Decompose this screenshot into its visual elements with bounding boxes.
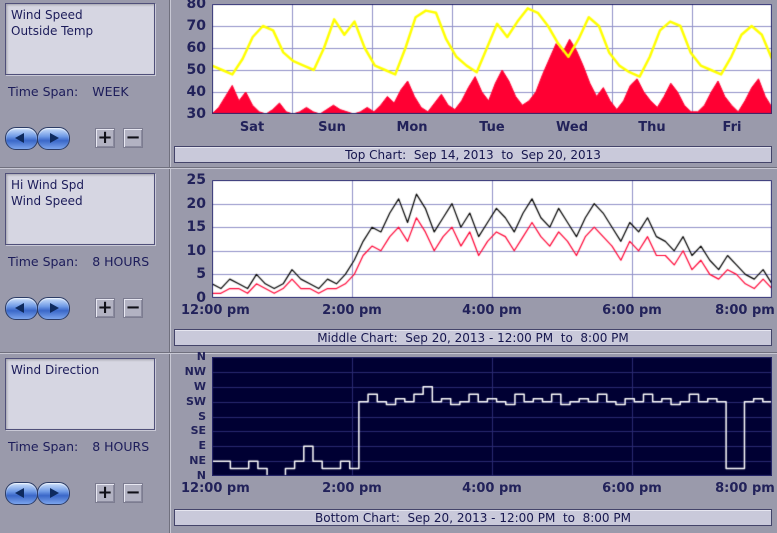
y-tick-label: 25 bbox=[186, 172, 206, 188]
time-span-label: Time Span: bbox=[8, 84, 79, 99]
x-tick-label: Thu bbox=[638, 120, 666, 135]
right-arrow-icon bbox=[50, 133, 59, 143]
time-span-label: Time Span: bbox=[8, 254, 79, 269]
middle-series-listbox[interactable]: Hi Wind Spd Wind Speed bbox=[5, 173, 155, 245]
list-item[interactable]: Wind Direction bbox=[11, 363, 100, 377]
y-tick-label: 10 bbox=[186, 243, 206, 259]
x-tick-label: 4:00 pm bbox=[462, 481, 522, 496]
middle-chart-caption: Middle Chart: Sep 20, 2013 - 12:00 PM to… bbox=[174, 329, 772, 346]
zoom-out-button[interactable]: − bbox=[123, 128, 143, 148]
x-tick-label: 2:00 pm bbox=[322, 303, 382, 318]
section-divider bbox=[0, 167, 777, 169]
x-tick-label: 2:00 pm bbox=[322, 481, 382, 496]
y-tick-label: NE bbox=[189, 454, 206, 467]
left-arrow-icon bbox=[15, 303, 24, 313]
bottom-chart-caption: Bottom Chart: Sep 20, 2013 - 12:00 PM to… bbox=[174, 509, 772, 526]
top-chart-controls: Wind Speed Outside Temp Time Span: WEEK +… bbox=[0, 0, 170, 166]
y-tick-label: N bbox=[196, 469, 206, 482]
x-tick-label: Sun bbox=[318, 120, 346, 135]
top-chart-caption: Top Chart: Sep 14, 2013 to Sep 20, 2013 bbox=[174, 146, 772, 163]
scroll-forward-button[interactable] bbox=[37, 482, 70, 505]
x-tick-label: 4:00 pm bbox=[462, 303, 522, 318]
y-tick-label: NW bbox=[184, 365, 206, 378]
y-tick-label: N bbox=[196, 350, 206, 363]
y-tick-label: W bbox=[193, 380, 206, 393]
y-tick-label: E bbox=[198, 439, 206, 452]
scroll-back-button[interactable] bbox=[5, 127, 38, 150]
y-tick-label: 15 bbox=[186, 219, 206, 235]
section-divider bbox=[0, 352, 777, 354]
sidebar-divider bbox=[169, 0, 171, 533]
bottom-chart[interactable] bbox=[212, 357, 772, 476]
y-tick-label: 80 bbox=[186, 0, 206, 12]
x-tick-label: Fri bbox=[722, 120, 742, 135]
zoom-in-button[interactable]: + bbox=[95, 298, 115, 318]
bottom-chart-controls: Wind Direction Time Span: 8 HOURS + − bbox=[0, 355, 170, 533]
top-chart[interactable] bbox=[212, 4, 772, 114]
time-span-row: Time Span: WEEK bbox=[8, 84, 129, 99]
x-tick-label: Wed bbox=[556, 120, 588, 135]
scroll-back-button[interactable] bbox=[5, 482, 38, 505]
y-tick-label: 60 bbox=[186, 40, 206, 56]
scroll-forward-button[interactable] bbox=[37, 297, 70, 320]
y-tick-label: 70 bbox=[186, 18, 206, 34]
y-tick-label: SE bbox=[190, 424, 206, 437]
x-tick-label: Sat bbox=[239, 120, 265, 135]
x-tick-label: 12:00 pm bbox=[181, 481, 250, 496]
y-tick-label: 0 bbox=[196, 290, 206, 306]
bottom-series-listbox[interactable]: Wind Direction bbox=[5, 358, 155, 430]
time-span-value: WEEK bbox=[92, 84, 129, 99]
time-span-label: Time Span: bbox=[8, 439, 79, 454]
y-tick-label: 40 bbox=[186, 84, 206, 100]
y-tick-label: SW bbox=[185, 395, 206, 408]
x-tick-label: Tue bbox=[479, 120, 505, 135]
scroll-back-button[interactable] bbox=[5, 297, 38, 320]
zoom-in-button[interactable]: + bbox=[95, 483, 115, 503]
bottom-nav-buttons: + − bbox=[0, 482, 170, 506]
list-item[interactable]: Wind Speed bbox=[11, 194, 83, 208]
y-tick-label: 20 bbox=[186, 196, 206, 212]
y-tick-label: S bbox=[198, 410, 206, 423]
y-tick-label: 5 bbox=[196, 266, 206, 282]
x-tick-label: 12:00 pm bbox=[181, 303, 250, 318]
right-arrow-icon bbox=[50, 303, 59, 313]
zoom-out-button[interactable]: − bbox=[123, 483, 143, 503]
time-span-row: Time Span: 8 HOURS bbox=[8, 439, 149, 454]
x-tick-label: 6:00 pm bbox=[602, 481, 662, 496]
list-item[interactable]: Outside Temp bbox=[11, 24, 94, 38]
middle-nav-buttons: + − bbox=[0, 297, 170, 321]
time-span-value: 8 HOURS bbox=[92, 254, 150, 269]
y-tick-label: 30 bbox=[186, 106, 206, 122]
list-item[interactable]: Hi Wind Spd bbox=[11, 178, 84, 192]
x-tick-label: Mon bbox=[396, 120, 428, 135]
middle-chart[interactable] bbox=[212, 180, 772, 298]
left-arrow-icon bbox=[15, 133, 24, 143]
zoom-in-button[interactable]: + bbox=[95, 128, 115, 148]
list-item[interactable]: Wind Speed bbox=[11, 8, 83, 22]
x-tick-label: 8:00 pm bbox=[715, 481, 775, 496]
right-arrow-icon bbox=[50, 488, 59, 498]
x-tick-label: 8:00 pm bbox=[715, 303, 775, 318]
time-span-value: 8 HOURS bbox=[92, 439, 150, 454]
y-tick-label: 50 bbox=[186, 62, 206, 78]
time-span-row: Time Span: 8 HOURS bbox=[8, 254, 149, 269]
left-arrow-icon bbox=[15, 488, 24, 498]
middle-chart-controls: Hi Wind Spd Wind Speed Time Span: 8 HOURS… bbox=[0, 170, 170, 351]
top-series-listbox[interactable]: Wind Speed Outside Temp bbox=[5, 3, 155, 75]
scroll-forward-button[interactable] bbox=[37, 127, 70, 150]
zoom-out-button[interactable]: − bbox=[123, 298, 143, 318]
x-tick-label: 6:00 pm bbox=[602, 303, 662, 318]
top-nav-buttons: + − bbox=[0, 127, 170, 151]
